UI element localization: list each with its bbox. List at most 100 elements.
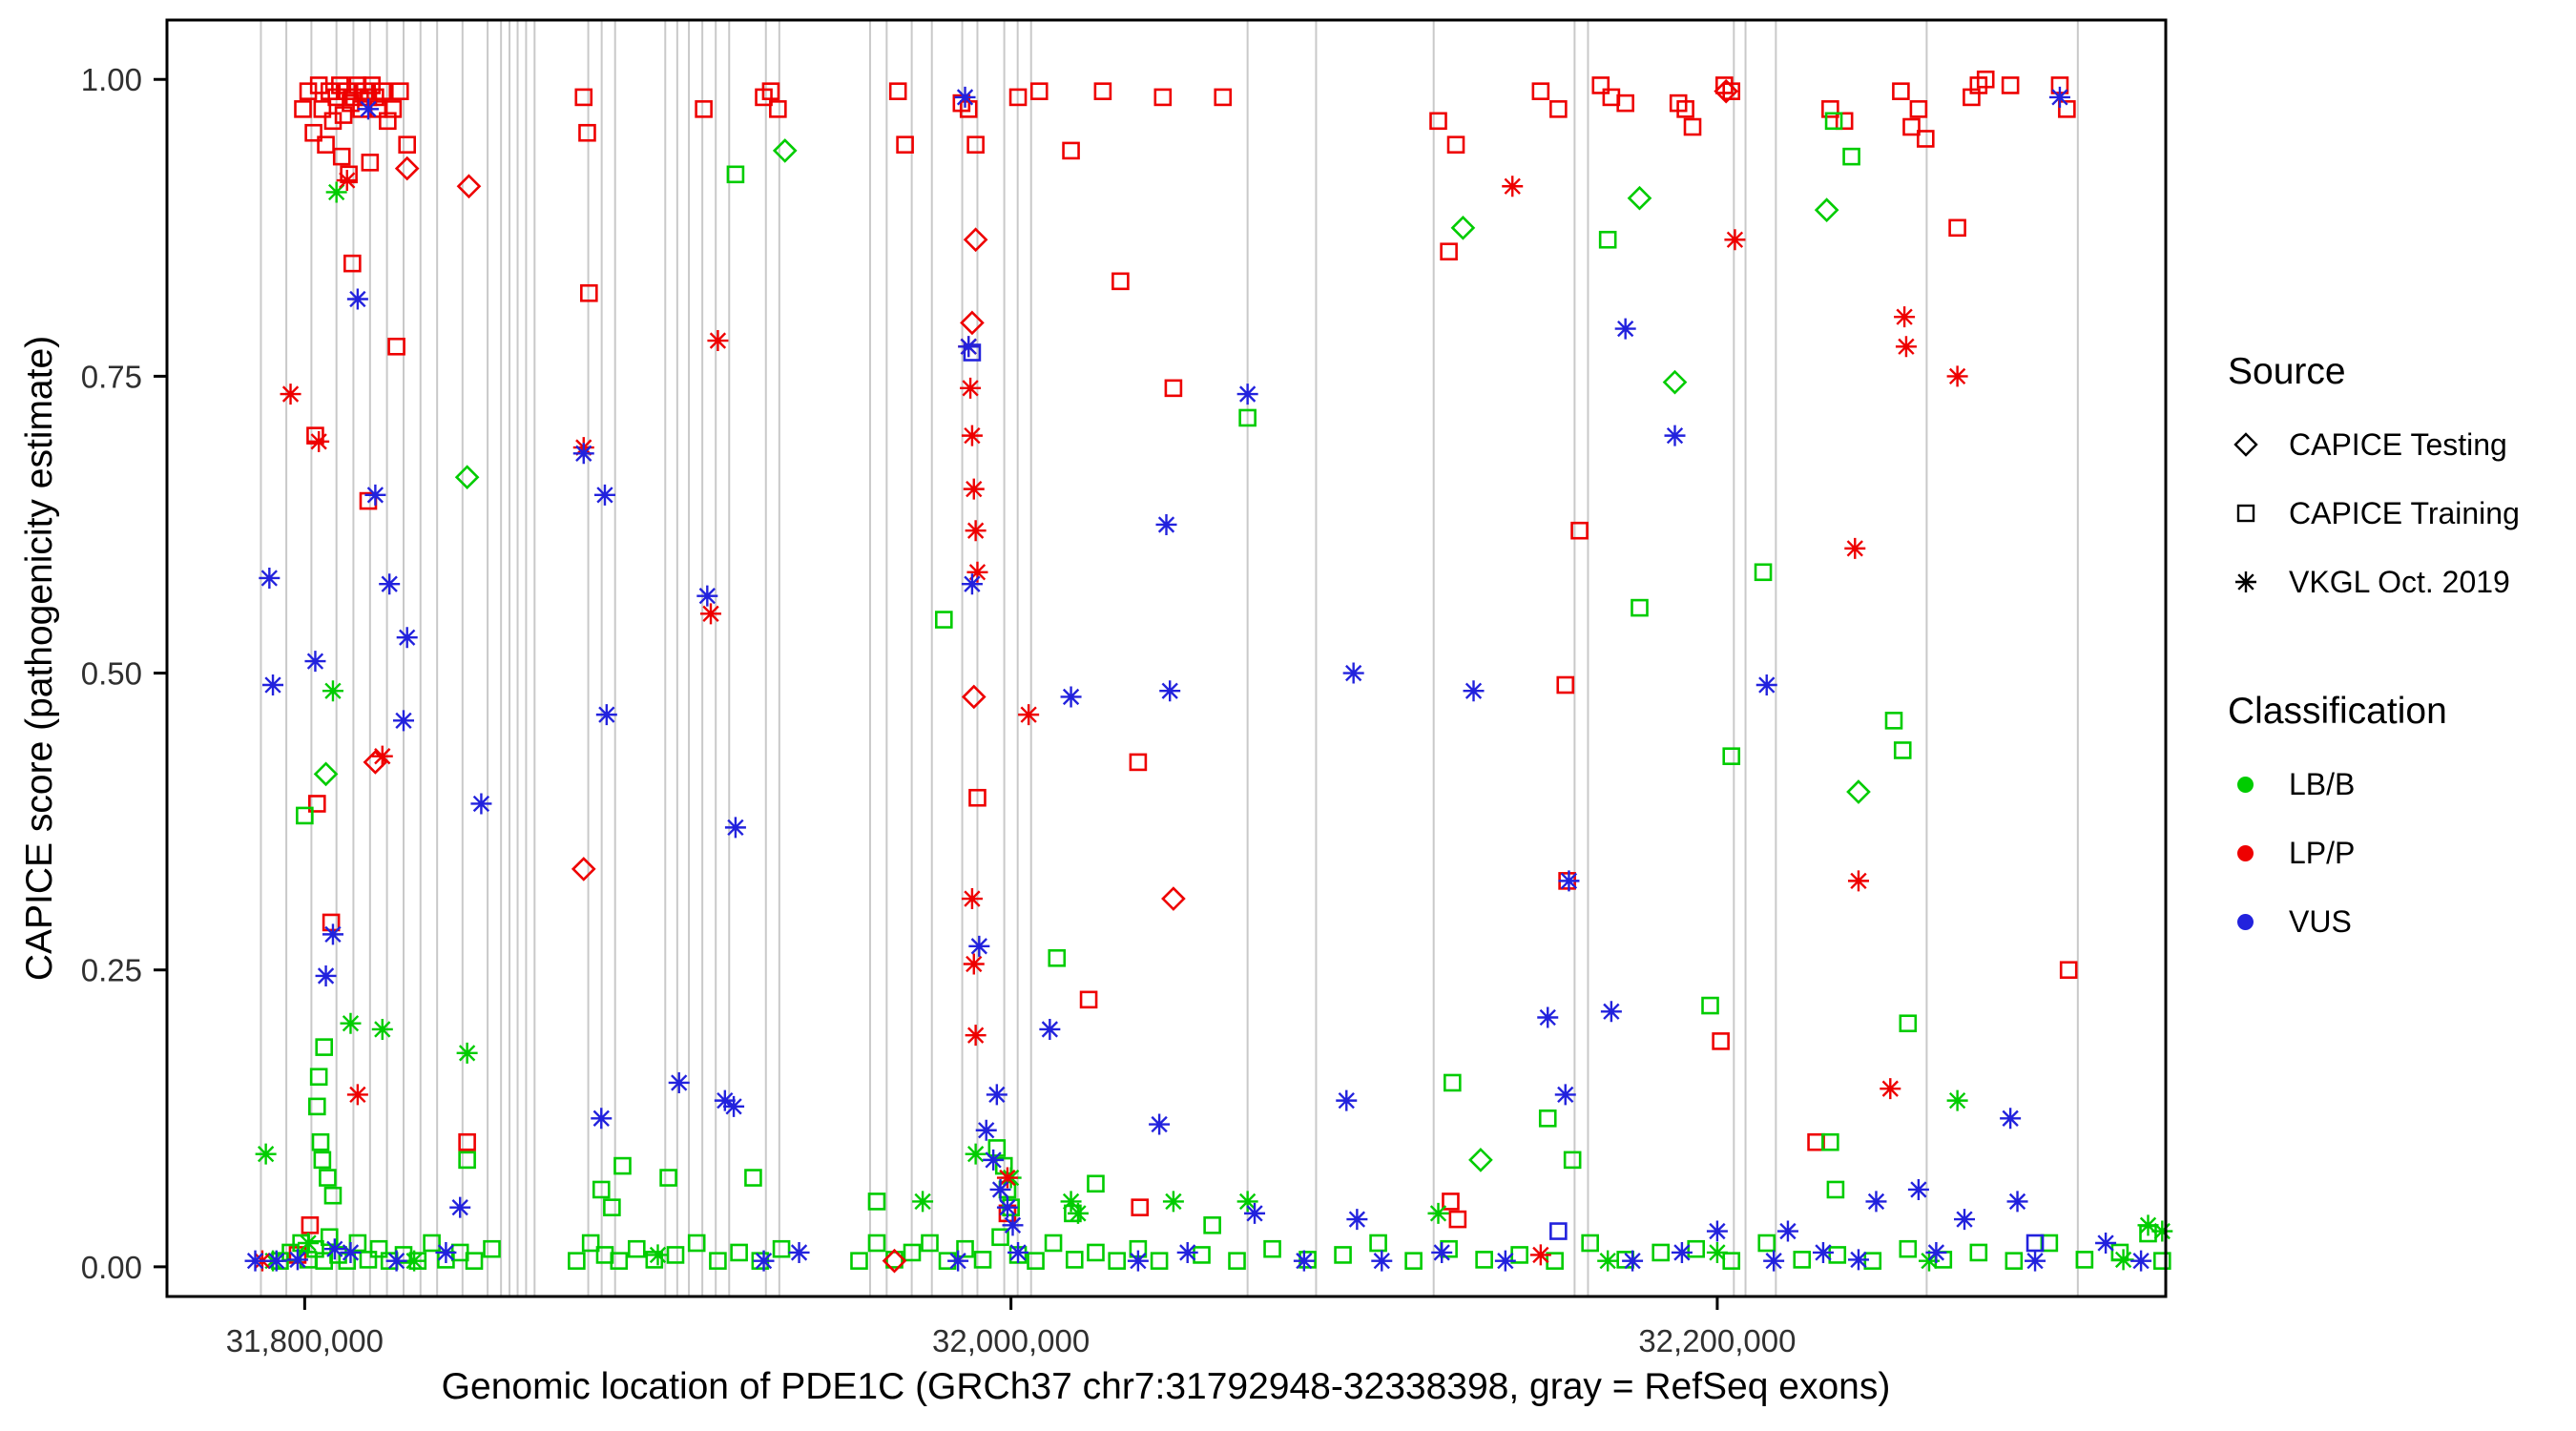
data-point [659, 1169, 677, 1187]
data-point [968, 935, 990, 957]
data-point [961, 425, 983, 446]
data-point [1108, 1252, 1126, 1270]
data-point [571, 857, 596, 881]
data-point [1902, 117, 1921, 136]
data-point [1724, 229, 1746, 251]
data-point [340, 1012, 362, 1034]
data-point [1039, 1018, 1061, 1040]
data-point [483, 1239, 501, 1258]
data-point [991, 1228, 1009, 1247]
y-tick-label: 0.00 [81, 1250, 142, 1285]
panel-border [165, 18, 2168, 1298]
data-point [449, 1196, 471, 1218]
data-point [1722, 747, 1741, 765]
data-point [1214, 88, 1233, 107]
data-point [1722, 1252, 1741, 1270]
data-point [867, 1192, 886, 1211]
data-point [966, 135, 985, 154]
data-point [989, 1178, 1011, 1200]
data-point [286, 1249, 308, 1271]
data-point [1236, 1191, 1258, 1213]
data-point [2151, 1220, 2173, 1242]
data-point [912, 1191, 934, 1213]
data-point [313, 100, 332, 118]
data-point [1600, 1001, 1622, 1023]
data-point [1161, 886, 1186, 911]
data-point [963, 478, 985, 500]
legend-item-label: CAPICE Testing [2289, 426, 2507, 462]
data-point [1065, 1251, 1084, 1269]
data-point [1149, 1113, 1171, 1135]
data-point [1442, 1192, 1460, 1211]
data-point [2025, 1250, 2046, 1272]
data-point [1502, 176, 1524, 197]
data-point [2112, 1249, 2134, 1271]
legend-source-title: Source [2228, 351, 2346, 392]
data-point [753, 1250, 775, 1272]
data-point [1842, 147, 1860, 166]
data-point [1570, 521, 1589, 540]
data-point [1087, 1174, 1105, 1193]
x-tick-label: 32,000,000 [932, 1323, 1090, 1358]
data-point [730, 1243, 748, 1262]
data-point [1671, 1241, 1693, 1263]
data-point [1162, 1191, 1184, 1213]
legend-item-capice-training: CAPICE Training [2228, 479, 2520, 548]
data-point [1828, 1246, 1847, 1264]
data-point [700, 603, 722, 625]
data-point [1652, 1243, 1670, 1262]
data-point [1067, 1202, 1089, 1224]
data-point [709, 1252, 727, 1270]
data-point [613, 1156, 632, 1175]
data-point [1664, 425, 1686, 446]
data-point [1369, 1234, 1387, 1253]
data-point [1925, 1241, 1947, 1263]
data-point [1556, 675, 1575, 695]
data-point [568, 1252, 586, 1270]
data-point [2152, 1252, 2171, 1270]
data-point [1150, 1252, 1169, 1270]
data-point [1880, 1078, 1901, 1100]
green-dot-icon [2237, 776, 2254, 793]
data-point [336, 170, 358, 192]
data-point [361, 154, 380, 172]
data-point [961, 573, 983, 595]
data-point [1336, 1089, 1358, 1111]
data-point [1793, 1251, 1812, 1269]
asterisk-icon [2235, 571, 2256, 592]
x-axis-title: Genomic location of PDE1C (GRCh37 chr7:3… [441, 1366, 1891, 1407]
data-point [332, 147, 351, 166]
data-point [1776, 1220, 1798, 1242]
data-point [1899, 1014, 1918, 1033]
data-point [1865, 1191, 1887, 1213]
data-point [580, 283, 598, 302]
data-point [1111, 272, 1130, 291]
data-point [1129, 753, 1148, 772]
data-point [454, 465, 480, 490]
data-point [1706, 1241, 1728, 1263]
data-point [390, 82, 409, 100]
data-point [965, 1025, 987, 1047]
data-point [1404, 1252, 1423, 1270]
data-point [714, 1089, 736, 1111]
data-point [947, 1250, 969, 1272]
data-point [343, 254, 362, 273]
legend-item-lpp: LP/P [2228, 819, 2520, 887]
diamond-icon [2233, 432, 2258, 457]
data-point [2095, 1232, 2117, 1254]
data-point [1048, 948, 1067, 967]
data-point [1757, 1234, 1776, 1253]
data-point [591, 1108, 613, 1130]
data-point [1440, 242, 1458, 261]
data-point [983, 1149, 1005, 1171]
data-point [2048, 86, 2070, 108]
data-point [1563, 1151, 1582, 1170]
data-point [1537, 1006, 1559, 1028]
data-point [1622, 1250, 1644, 1272]
data-point [896, 135, 914, 154]
data-point [262, 674, 284, 696]
data-point [1044, 1234, 1063, 1253]
data-point [280, 384, 301, 405]
data-point [2006, 1191, 2028, 1213]
data-point [308, 1097, 326, 1116]
